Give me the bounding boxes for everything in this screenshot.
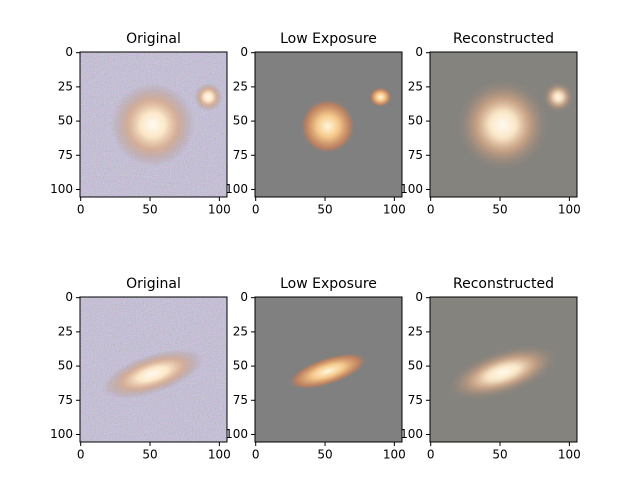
subplot-title: Original (126, 31, 181, 47)
y-tick-label: 100 (400, 182, 423, 196)
x-tick-label: 50 (142, 448, 157, 462)
x-tick-label: 100 (558, 203, 581, 217)
galaxy (300, 98, 356, 154)
x-tick-label: 0 (252, 203, 260, 217)
subplot-title: Low Exposure (280, 276, 377, 292)
y-tick-label: 25 (233, 79, 248, 93)
subplot: Reconstructed 0 50 100 0 25 50 75 100 (400, 276, 581, 462)
image (80, 52, 227, 197)
axes-frame (254, 296, 403, 443)
image (255, 52, 402, 197)
x-tick-label: 0 (427, 448, 435, 462)
y-tick-label: 0 (65, 290, 73, 304)
y-tick-label: 0 (65, 45, 73, 59)
y-tick-label: 25 (408, 324, 423, 338)
axes-frame (79, 296, 228, 443)
y-tick-label: 75 (233, 148, 248, 162)
subplot: Original 0 50 100 0 25 50 75 100 (50, 31, 231, 217)
subplot: Reconstructed 0 50 100 0 25 50 75 100 (400, 31, 581, 217)
axes-frame (429, 51, 578, 198)
y-tick-label: 50 (58, 359, 73, 373)
x-tick-label: 100 (208, 448, 231, 462)
galaxy (102, 349, 204, 399)
x-tick-label: 0 (427, 203, 435, 217)
y-tick-label: 25 (408, 79, 423, 93)
subplot-title: Reconstructed (453, 276, 554, 292)
y-tick-label: 0 (415, 290, 423, 304)
y-tick-label: 0 (240, 45, 248, 59)
subplot-title: Low Exposure (280, 31, 377, 47)
subplot-title: Reconstructed (453, 31, 554, 47)
y-tick-label: 50 (233, 114, 248, 128)
x-tick-label: 0 (77, 203, 85, 217)
y-tick-label: 75 (233, 393, 248, 407)
y-tick-label: 75 (408, 393, 423, 407)
galaxy (194, 83, 223, 111)
galaxy (111, 83, 195, 167)
x-tick-label: 50 (492, 203, 507, 217)
galaxy (369, 87, 392, 107)
y-tick-label: 25 (58, 324, 73, 338)
y-tick-label: 0 (240, 290, 248, 304)
axes-frame (429, 296, 578, 443)
subplot-title: Original (126, 276, 181, 292)
x-tick-label: 0 (77, 448, 85, 462)
y-tick-label: 100 (50, 182, 73, 196)
subplot: Low Exposure 0 50 100 0 25 50 75 100 (225, 276, 406, 462)
y-tick-label: 50 (408, 114, 423, 128)
y-tick-label: 50 (408, 359, 423, 373)
x-tick-label: 100 (383, 448, 406, 462)
subplot: Original 0 50 100 0 25 50 75 100 (50, 276, 231, 462)
y-tick-label: 100 (225, 427, 248, 441)
x-tick-label: 100 (558, 448, 581, 462)
image (430, 52, 577, 197)
y-tick-label: 75 (58, 148, 73, 162)
y-tick-label: 50 (233, 359, 248, 373)
y-tick-label: 75 (58, 393, 73, 407)
galaxy (458, 80, 548, 170)
x-tick-label: 100 (208, 203, 231, 217)
x-tick-label: 0 (252, 448, 260, 462)
y-tick-label: 50 (58, 114, 73, 128)
galaxy (544, 83, 573, 111)
x-tick-label: 50 (317, 448, 332, 462)
axes-frame (79, 51, 228, 198)
image (430, 297, 577, 442)
x-tick-label: 50 (492, 448, 507, 462)
y-tick-label: 100 (400, 427, 423, 441)
y-tick-label: 25 (233, 324, 248, 338)
galaxy (449, 346, 556, 399)
y-tick-label: 25 (58, 79, 73, 93)
y-tick-label: 100 (225, 182, 248, 196)
x-tick-label: 50 (142, 203, 157, 217)
y-tick-label: 100 (50, 427, 73, 441)
galaxy (288, 352, 368, 390)
subplot: Low Exposure 0 50 100 0 25 50 75 100 (225, 31, 406, 217)
axes-frame (254, 51, 403, 198)
y-tick-label: 0 (415, 45, 423, 59)
image (80, 297, 227, 442)
y-tick-label: 75 (408, 148, 423, 162)
x-tick-label: 100 (383, 203, 406, 217)
x-tick-label: 50 (317, 203, 332, 217)
image (255, 297, 402, 442)
